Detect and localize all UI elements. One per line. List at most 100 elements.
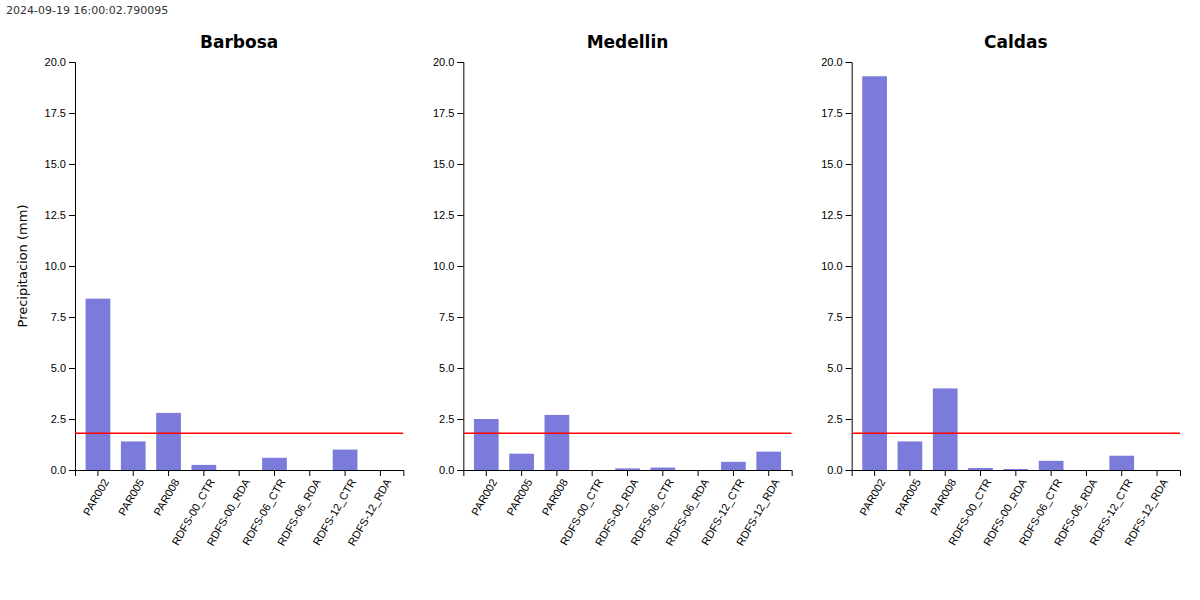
x-tick-mark: [556, 470, 557, 476]
y-tick-mark: [457, 419, 463, 420]
y-tick-label: 15.0: [433, 158, 454, 170]
bar: [1109, 456, 1134, 470]
bar: [615, 468, 640, 470]
panel: 0.02.55.07.510.012.515.017.520.0PAR002PA…: [821, 32, 1180, 548]
x-tick-mark: [1121, 470, 1122, 476]
y-tick: 20.0: [433, 56, 463, 68]
bar: [121, 441, 146, 470]
x-tick: PAR002: [81, 470, 111, 517]
y-axis: 0.02.55.07.510.012.515.017.520.0: [821, 56, 852, 476]
y-tick-mark: [846, 266, 852, 267]
bar: [721, 462, 746, 470]
x-tick-mark: [698, 470, 699, 476]
x-tick-label: PAR005: [504, 477, 534, 518]
panel: 0.02.55.07.510.012.515.017.520.0PAR002PA…: [15, 32, 404, 548]
bar: [1074, 470, 1099, 471]
bar: [650, 468, 675, 470]
y-axis: 0.0 2.5 5.0 7.5 10.0 12.5 15.0 17.5 20.0: [45, 56, 76, 476]
x-tick-mark: [380, 470, 381, 476]
axis-line: [852, 471, 1180, 477]
y-tick-label: 17.5: [45, 107, 66, 119]
axis-line: [846, 63, 853, 471]
y-tick-mark: [457, 317, 463, 318]
y-tick: 7.5: [439, 311, 463, 323]
x-tick-mark: [203, 470, 204, 476]
y-tick: 2.5: [51, 413, 75, 425]
x-tick-mark: [486, 470, 487, 476]
y-tick-mark: [457, 164, 463, 165]
bar: [756, 452, 781, 470]
y-tick-label: 2.5: [827, 413, 842, 425]
x-tick-label: PAR008: [539, 477, 569, 518]
y-tick: 10.0: [45, 260, 75, 272]
bar: [509, 454, 534, 470]
y-tick: 17.5: [433, 107, 463, 119]
x-axis: PAR002PAR005PAR008RDFS-00_CTRRDFS-00_RDA…: [852, 470, 1180, 548]
bar: [1003, 469, 1028, 470]
y-axis-title: Precipitacion (mm): [15, 205, 30, 328]
chart: 2024-09-19 16:00:02.7900950.02.55.07.510…: [0, 0, 1200, 600]
bar: [968, 468, 993, 470]
panel-title: Caldas: [984, 32, 1048, 52]
y-tick-mark: [69, 317, 75, 318]
bar: [368, 470, 393, 471]
x-tick-label: PAR008: [928, 477, 958, 518]
y-tick: 2.5: [439, 413, 463, 425]
threshold-line: [852, 433, 1180, 435]
y-tick: 10.0: [821, 260, 851, 272]
bar: [474, 419, 499, 470]
bar: [862, 76, 887, 470]
y-tick: 12.5: [45, 209, 75, 221]
y-tick-label: 12.5: [45, 209, 66, 221]
threshold-line: [75, 433, 403, 435]
x-tick: RDFS-12_RDA: [1122, 470, 1170, 548]
plot-area: [852, 76, 1180, 470]
y-tick: 10.0: [433, 260, 463, 272]
y-tick-label: 20.0: [45, 56, 66, 68]
x-tick: PAR005: [116, 470, 146, 517]
y-tick-label: 12.5: [821, 209, 842, 221]
x-tick-mark: [1157, 470, 1158, 476]
bar: [1039, 461, 1064, 470]
y-tick: 0.0: [51, 464, 75, 476]
y-tick-mark: [69, 215, 75, 216]
x-tick-mark: [274, 470, 275, 476]
y-tick-mark: [846, 164, 852, 165]
axis-line: [69, 63, 76, 471]
x-tick-mark: [592, 470, 593, 476]
y-tick-label: 5.0: [51, 362, 66, 374]
y-tick: 15.0: [821, 158, 851, 170]
y-tick-mark: [457, 266, 463, 267]
x-tick: PAR005: [892, 470, 922, 517]
y-tick-label: 15.0: [45, 158, 66, 170]
x-tick: PAR008: [539, 470, 569, 517]
x-tick-mark: [133, 470, 134, 476]
y-tick: 12.5: [433, 209, 463, 221]
y-tick-label: 7.5: [51, 311, 66, 323]
y-tick-mark: [69, 62, 75, 63]
x-tick-mark: [168, 470, 169, 476]
y-tick-mark: [457, 368, 463, 369]
y-tick: 17.5: [821, 107, 851, 119]
x-tick-label: PAR008: [151, 477, 181, 518]
bar: [86, 299, 111, 470]
y-tick-mark: [69, 470, 75, 471]
x-tick-mark: [239, 470, 240, 476]
y-tick: 20.0: [45, 56, 75, 68]
x-tick-label: PAR002: [857, 477, 887, 518]
y-tick: 0.0: [827, 464, 851, 476]
x-tick-mark: [662, 470, 663, 476]
x-tick-mark: [874, 470, 875, 476]
y-tick: 5.0: [51, 362, 75, 374]
y-tick-label: 2.5: [51, 413, 66, 425]
axis-line: [457, 63, 464, 471]
y-tick-mark: [69, 113, 75, 114]
x-tick-mark: [1015, 470, 1016, 476]
x-tick-mark: [733, 470, 734, 476]
y-tick: 7.5: [827, 311, 851, 323]
y-tick-mark: [846, 317, 852, 318]
x-tick: RDFS-12_RDA: [734, 470, 782, 548]
x-tick-mark: [909, 470, 910, 476]
x-tick: RDFS-12_RDA: [345, 470, 393, 548]
bar: [545, 415, 570, 470]
